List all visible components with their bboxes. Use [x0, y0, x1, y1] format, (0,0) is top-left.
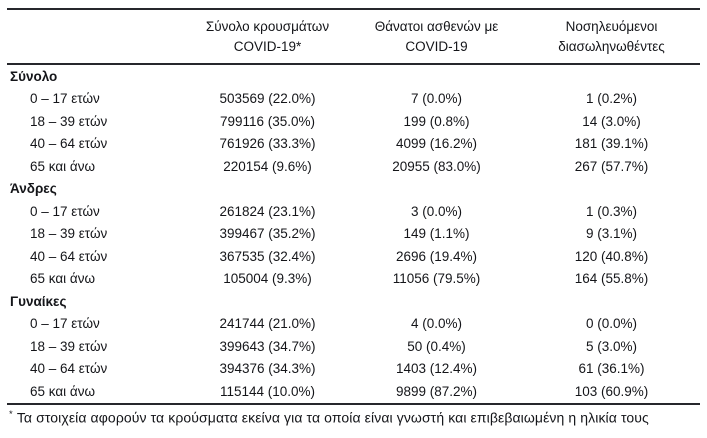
cell-label: 0 – 17 ετών: [30, 91, 100, 107]
header-intubated-line2: διασωληνωθέντες: [558, 39, 665, 54]
cell-deaths: 149 (1.1%): [403, 226, 470, 242]
table-row: 18 – 39 ετών 399467 (35.2%) 149 (1.1%) 9 (3…: [7, 223, 700, 246]
group-label: Σύνολο: [10, 68, 58, 84]
cell-intubated: 61 (36.1%): [578, 361, 645, 377]
cell-label: 18 – 39 ετών: [30, 338, 108, 354]
cell-label: 0 – 17 ετών: [30, 316, 100, 332]
cell-deaths: 9899 (87.2%): [395, 383, 478, 399]
cell-deaths: 4099 (16.2%): [395, 136, 478, 152]
cell-deaths: 3 (0.0%): [410, 203, 463, 219]
covid-age-sex-table: Σύνολο κρουσμάτων COVID-19* Θάνατοι ασθε…: [7, 8, 700, 405]
table-row: 40 – 64 ετών 761926 (33.3%) 4099 (16.2%) 18…: [7, 133, 700, 156]
cell-deaths: 4 (0.0%): [410, 316, 463, 332]
cell-cases: 105004 (9.3%): [223, 271, 312, 287]
cell-cases: 394376 (34.3%): [219, 361, 316, 377]
cell-intubated: 164 (55.8%): [574, 271, 649, 287]
table-row: 0 – 17 ετών 503569 (22.0%) 7 (0.0%) 1 (0.2%…: [7, 88, 700, 111]
cell-cases: 503569 (22.0%): [219, 91, 316, 107]
cell-label: 18 – 39 ετών: [30, 113, 108, 129]
cell-label: 0 – 17 ετών: [30, 203, 100, 219]
group-label: Άνδρες: [10, 181, 57, 197]
cell-intubated: 267 (57.7%): [574, 158, 649, 174]
header-empty-cell: [7, 9, 185, 65]
table-row: 40 – 64 ετών 394376 (34.3%) 1403 (12.4%) 61…: [7, 358, 700, 381]
cell-cases: 115144 (10.0%): [219, 383, 316, 399]
cell-cases: 220154 (9.6%): [223, 158, 312, 174]
cell-deaths: 1403 (12.4%): [395, 361, 478, 377]
footnote-text: Τα στοιχεία αφορούν τα κρούσματα εκείνα …: [16, 409, 649, 426]
cell-intubated: 181 (39.1%): [574, 136, 649, 152]
cell-deaths: 7 (0.0%): [410, 91, 463, 107]
header-cases-line2: COVID-19*: [233, 39, 302, 54]
table-body: Σύνολο 0 – 17 ετών 503569 (22.0%) 7 (0.0%) 1…: [7, 64, 700, 404]
cell-label: 65 και άνω: [30, 383, 96, 399]
cell-label: 65 και άνω: [30, 271, 96, 287]
cell-cases: 399467 (35.2%): [219, 226, 316, 242]
table-row: 18 – 39 ετών 399643 (34.7%) 50 (0.4%) 5 (3.…: [7, 335, 700, 358]
cell-deaths: 20955 (83.0%): [392, 158, 481, 174]
cell-cases: 399643 (34.7%): [219, 338, 316, 354]
footnote-asterisk: *: [9, 408, 13, 420]
header-deaths-line2: COVID-19: [405, 39, 468, 54]
cell-deaths: 11056 (79.5%): [392, 271, 481, 287]
cell-cases: 367535 (32.4%): [219, 248, 316, 264]
cell-label: 40 – 64 ετών: [30, 136, 108, 152]
header-cases: Σύνολο κρουσμάτων COVID-19*: [185, 9, 350, 65]
group-header-row: Σύνολο: [7, 64, 700, 88]
table-row: 65 και άνω 115144 (10.0%) 9899 (87.2%) 103 …: [7, 380, 700, 404]
cell-intubated: 0 (0.0%): [585, 316, 638, 332]
cell-cases: 761926 (33.3%): [219, 136, 316, 152]
header-intubated: Νοσηλευόμενοι διασωληνωθέντες: [523, 9, 700, 65]
cell-intubated: 14 (3.0%): [582, 113, 641, 129]
cell-deaths: 199 (0.8%): [403, 113, 470, 129]
cell-deaths: 2696 (19.4%): [395, 248, 478, 264]
header-deaths: Θάνατοι ασθενών με COVID-19: [350, 9, 523, 65]
table-header: Σύνολο κρουσμάτων COVID-19* Θάνατοι ασθε…: [7, 9, 700, 65]
header-cases-line1: Σύνολο κρουσμάτων: [205, 19, 330, 34]
cell-label: 40 – 64 ετών: [30, 361, 108, 377]
header-deaths-line1: Θάνατοι ασθενών με: [374, 19, 499, 34]
cell-intubated: 103 (60.9%): [574, 383, 649, 399]
cell-intubated: 5 (3.0%): [585, 338, 638, 354]
group-header-row: Άνδρες: [7, 178, 700, 201]
cell-cases: 241744 (21.0%): [219, 316, 316, 332]
table-row: 65 και άνω 220154 (9.6%) 20955 (83.0%) 267 …: [7, 155, 700, 178]
cell-label: 40 – 64 ετών: [30, 248, 108, 264]
header-row: Σύνολο κρουσμάτων COVID-19* Θάνατοι ασθε…: [7, 9, 700, 65]
cell-label: 65 και άνω: [30, 158, 96, 174]
table-row: 0 – 17 ετών 241744 (21.0%) 4 (0.0%) 0 (0.0%…: [7, 313, 700, 336]
cell-intubated: 120 (40.8%): [574, 248, 649, 264]
cell-cases: 799116 (35.0%): [219, 113, 316, 129]
group-header-row: Γυναίκες: [7, 290, 700, 313]
table-row: 65 και άνω 105004 (9.3%) 11056 (79.5%) 164 …: [7, 268, 700, 291]
table-row: 40 – 64 ετών 367535 (32.4%) 2696 (19.4%) 12…: [7, 245, 700, 268]
group-label: Γυναίκες: [10, 293, 67, 309]
header-intubated-line1: Νοσηλευόμενοι: [565, 19, 658, 34]
cell-intubated: 1 (0.2%): [585, 91, 638, 107]
cell-cases: 261824 (23.1%): [219, 203, 316, 219]
table-row: 0 – 17 ετών 261824 (23.1%) 3 (0.0%) 1 (0.3%…: [7, 200, 700, 223]
table-row: 18 – 39 ετών 799116 (35.0%) 199 (0.8%) 14 (…: [7, 110, 700, 133]
cell-intubated: 9 (3.1%): [585, 226, 638, 242]
cell-intubated: 1 (0.3%): [585, 203, 638, 219]
cell-label: 18 – 39 ετών: [30, 226, 108, 242]
cell-deaths: 50 (0.4%): [407, 338, 466, 354]
footnote: * Τα στοιχεία αφορούν τα κρούσματα εκείνα…: [7, 409, 707, 426]
